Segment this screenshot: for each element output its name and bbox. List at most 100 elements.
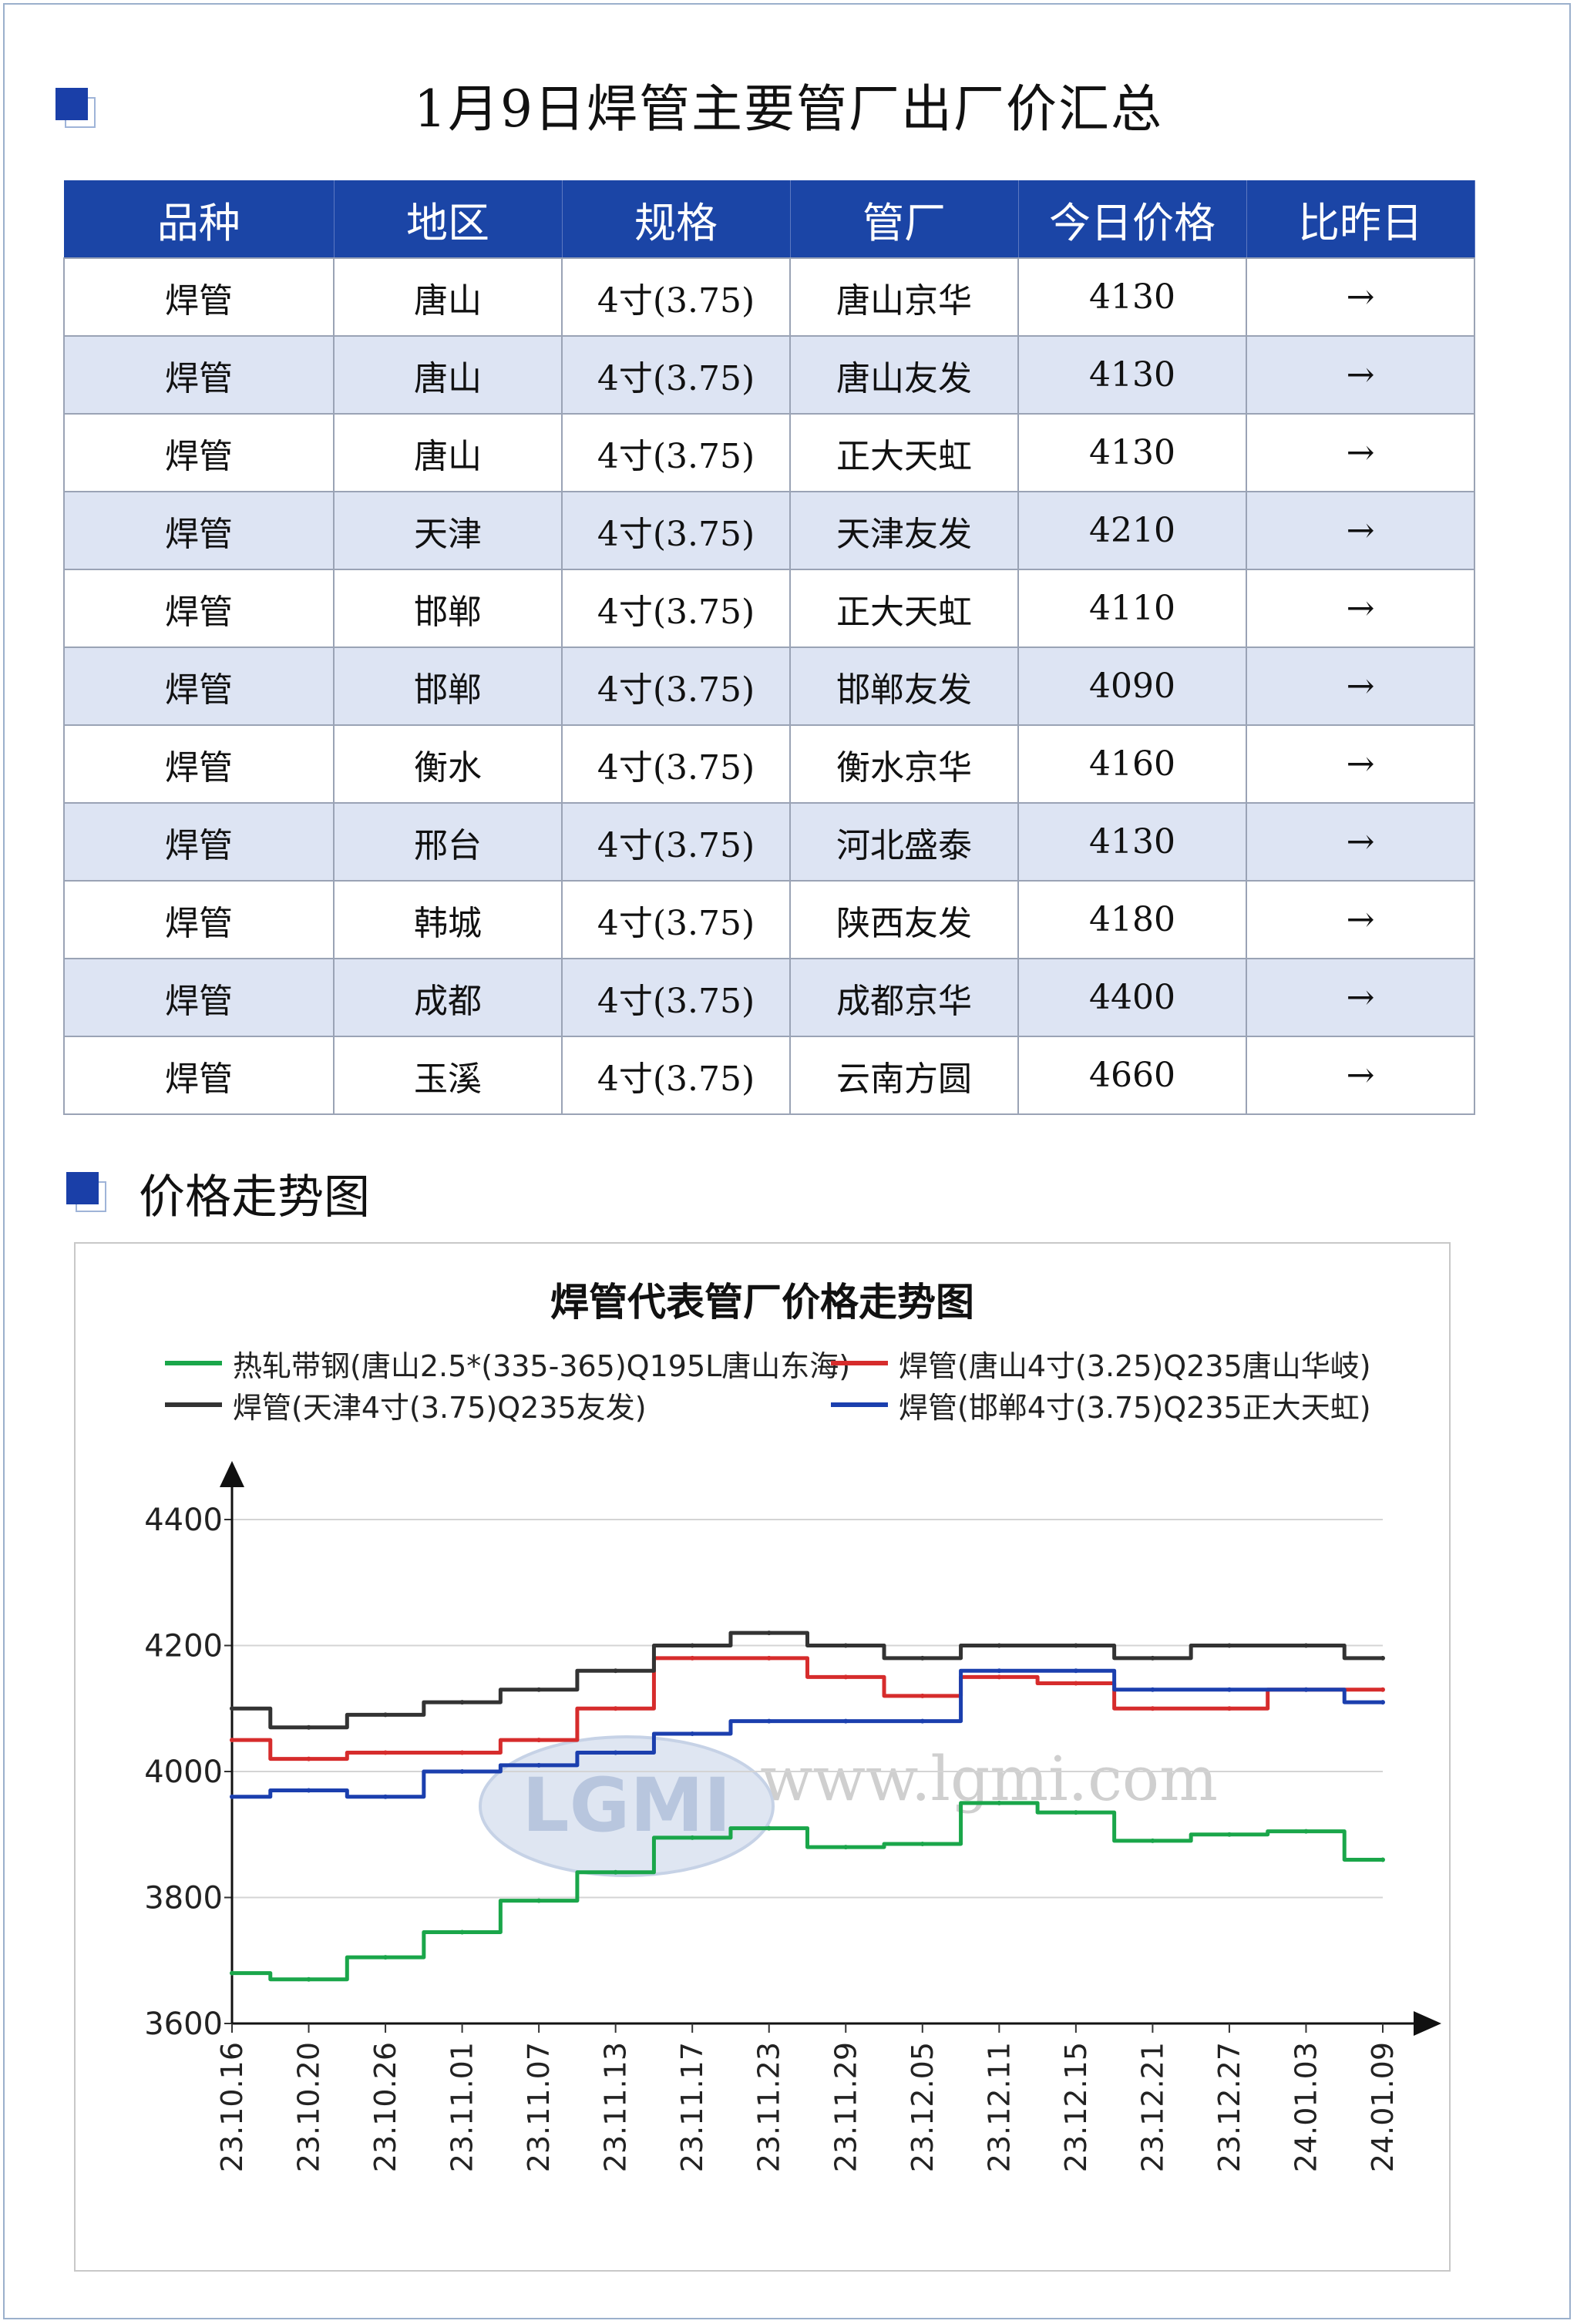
table-row: 焊管 唐山 4寸(3.75) 唐山友发 4130 → — [63, 335, 1475, 415]
data-point — [383, 1955, 388, 1960]
watermark-logo-text: LGMI — [522, 1762, 731, 1849]
cell-price: 4130 — [1017, 802, 1247, 882]
x-tick-label: 23.11.07 — [522, 2042, 556, 2172]
cell-mill: 河北盛泰 — [789, 802, 1019, 882]
cell-spec: 4寸(3.75) — [561, 257, 791, 337]
x-tick-label: 23.10.16 — [215, 2042, 249, 2172]
data-point — [459, 1700, 465, 1705]
header-mill: 管厂 — [790, 180, 1019, 258]
series-line-1 — [232, 1656, 1383, 1761]
data-point — [1380, 1655, 1385, 1661]
data-point — [613, 1869, 618, 1875]
section-title: 价格走势图 — [139, 1170, 370, 1224]
data-point — [843, 1674, 849, 1680]
data-point — [1380, 1700, 1385, 1705]
data-point — [306, 1725, 311, 1730]
table-row: 焊管 天津 4寸(3.75) 天津友发 4210 → — [63, 491, 1475, 570]
cell-change: → — [1246, 491, 1475, 570]
cell-price: 4090 — [1017, 646, 1247, 726]
cell-spec: 4寸(3.75) — [561, 335, 791, 415]
data-point — [230, 1794, 234, 1799]
data-point — [843, 1643, 849, 1648]
cell-region: 玉溪 — [333, 1036, 563, 1115]
data-point — [843, 1845, 849, 1850]
data-point — [1303, 1643, 1309, 1648]
cell-price: 4130 — [1017, 257, 1247, 337]
data-point — [536, 1738, 542, 1743]
y-tick-label: 4000 — [144, 1755, 223, 1790]
data-point — [459, 1750, 465, 1755]
cell-change: → — [1246, 724, 1475, 804]
series-line-0 — [232, 1801, 1383, 1982]
page-title: 1月9日焊管主要管厂出厂价汇总 — [414, 79, 1163, 139]
cell-mill: 正大天虹 — [789, 569, 1019, 648]
data-point — [1150, 1706, 1155, 1711]
cell-variety: 焊管 — [63, 724, 335, 804]
cell-change: → — [1246, 1036, 1475, 1115]
data-point — [230, 1706, 234, 1711]
chart-container: 焊管代表管厂价格走势图 热轧带钢(唐山2.5*(335-365)Q195L唐山东… — [74, 1242, 1451, 2272]
data-point — [383, 1712, 388, 1718]
header-region: 地区 — [334, 180, 563, 258]
x-tick-label: 23.10.20 — [292, 2042, 326, 2172]
data-point — [690, 1731, 695, 1736]
cell-region: 唐山 — [333, 257, 563, 337]
cell-region: 邯郸 — [333, 569, 563, 648]
cell-spec: 4寸(3.75) — [561, 569, 791, 648]
data-point — [1380, 1857, 1385, 1862]
y-tick-label: 4400 — [144, 1503, 223, 1538]
series-line-3 — [232, 1668, 1383, 1799]
x-axis-arrow — [1414, 2011, 1441, 2036]
table-header-row: 品种 地区 规格 管厂 今日价格 比昨日 — [64, 180, 1475, 258]
cell-change: → — [1246, 413, 1475, 492]
table-row: 焊管 韩城 4寸(3.75) 陕西友发 4180 → — [63, 880, 1475, 959]
cell-mill: 衡水京华 — [789, 724, 1019, 804]
data-point — [1303, 1829, 1309, 1834]
legend-label: 焊管(天津4寸(3.75)Q235友发) — [233, 1390, 647, 1425]
x-tick-label: 23.11.23 — [752, 2042, 786, 2172]
data-point — [1226, 1832, 1232, 1837]
cell-spec: 4寸(3.75) — [561, 413, 791, 492]
data-point — [459, 1929, 465, 1935]
header-variety: 品种 — [64, 180, 335, 258]
cell-change: → — [1246, 958, 1475, 1037]
data-point — [383, 1794, 388, 1799]
cell-mill: 陕西友发 — [789, 880, 1019, 959]
data-point — [920, 1655, 925, 1661]
data-point — [1073, 1643, 1078, 1648]
series-line-2 — [232, 1630, 1383, 1730]
data-point — [230, 1738, 234, 1743]
cell-variety: 焊管 — [63, 958, 335, 1037]
cell-spec: 4寸(3.75) — [561, 880, 791, 959]
data-point — [306, 1976, 311, 1982]
data-point — [920, 1693, 925, 1698]
table-row: 焊管 衡水 4寸(3.75) 衡水京华 4160 → — [63, 724, 1475, 804]
x-tick-label: 24.01.03 — [1289, 2042, 1323, 2172]
legend-item: 焊管(邯郸4寸(3.75)Q235正大天虹) — [831, 1385, 1371, 1425]
cell-change: → — [1246, 257, 1475, 337]
cell-spec: 4寸(3.75) — [561, 958, 791, 1037]
table-row: 焊管 邯郸 4寸(3.75) 邯郸友发 4090 → — [63, 646, 1475, 726]
cell-variety: 焊管 — [63, 413, 335, 492]
cell-mill: 唐山友发 — [789, 335, 1019, 415]
x-tick-label: 24.01.09 — [1366, 2042, 1400, 2172]
legend-label: 焊管(唐山4寸(3.25)Q235唐山华岐) — [899, 1348, 1371, 1383]
y-tick-label: 4200 — [144, 1629, 223, 1664]
cell-spec: 4寸(3.75) — [561, 724, 791, 804]
cell-price: 4660 — [1017, 1036, 1247, 1115]
data-point — [1226, 1687, 1232, 1692]
x-tick-label: 23.11.01 — [446, 2042, 479, 2172]
cell-price: 4160 — [1017, 724, 1247, 804]
cell-region: 成都 — [333, 958, 563, 1037]
x-tick-label: 23.12.05 — [906, 2042, 940, 2172]
header-spec: 规格 — [562, 180, 791, 258]
section-square-icon — [55, 88, 96, 128]
cell-region: 韩城 — [333, 880, 563, 959]
cell-spec: 4寸(3.75) — [561, 1036, 791, 1115]
line-chart-svg: LGMI www.lgmi.com3600380040004200440023.1… — [144, 1461, 1441, 2172]
table-row: 焊管 邢台 4寸(3.75) 河北盛泰 4130 → — [63, 802, 1475, 882]
cell-mill: 邯郸友发 — [789, 646, 1019, 726]
data-point — [1150, 1838, 1155, 1843]
cell-variety: 焊管 — [63, 646, 335, 726]
y-tick-label: 3600 — [144, 2007, 223, 2042]
